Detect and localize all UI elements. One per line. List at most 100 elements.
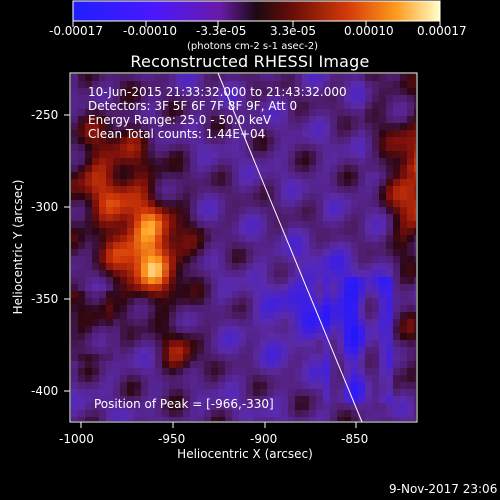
heatmap-pixel xyxy=(232,158,239,165)
heatmap-pixel xyxy=(302,340,309,347)
heatmap-pixel xyxy=(274,207,281,214)
heatmap-pixel xyxy=(246,417,253,421)
heatmap-pixel xyxy=(232,312,239,319)
heatmap-pixel xyxy=(379,305,386,312)
heatmap-pixel xyxy=(239,81,246,88)
heatmap-pixel xyxy=(302,298,309,305)
heatmap-pixel xyxy=(92,389,99,396)
heatmap-pixel xyxy=(134,291,141,298)
heatmap-pixel xyxy=(190,305,197,312)
heatmap-pixel xyxy=(302,354,309,361)
heatmap-pixel xyxy=(162,123,169,130)
colorbar-ticks xyxy=(72,21,441,27)
heatmap-pixel xyxy=(407,235,414,242)
heatmap-pixel xyxy=(183,151,190,158)
heatmap-pixel xyxy=(337,179,344,186)
heatmap-pixel xyxy=(78,186,85,193)
heatmap-pixel xyxy=(246,144,253,151)
heatmap-pixel xyxy=(281,291,288,298)
heatmap-pixel xyxy=(302,305,309,312)
heatmap-pixel xyxy=(127,214,134,221)
heatmap-pixel xyxy=(239,235,246,242)
heatmap-pixel xyxy=(372,312,379,319)
heatmap-pixel xyxy=(169,81,176,88)
heatmap-pixel xyxy=(288,144,295,151)
heatmap-pixel xyxy=(183,361,190,368)
heatmap-pixel xyxy=(274,277,281,284)
heatmap-pixel xyxy=(344,319,351,326)
heatmap-pixel xyxy=(190,340,197,347)
heatmap-pixel xyxy=(218,291,225,298)
heatmap-pixel xyxy=(407,340,414,347)
heatmap-pixel xyxy=(295,347,302,354)
heatmap-pixel xyxy=(358,256,365,263)
heatmap-pixel xyxy=(358,340,365,347)
heatmap-pixel xyxy=(274,102,281,109)
heatmap-pixel xyxy=(85,375,92,382)
heatmap-pixel xyxy=(393,214,400,221)
heatmap-pixel xyxy=(323,151,330,158)
heatmap-pixel xyxy=(253,102,260,109)
heatmap-pixel xyxy=(141,312,148,319)
heatmap-pixel xyxy=(316,179,323,186)
heatmap-pixel xyxy=(274,228,281,235)
heatmap-pixel xyxy=(99,207,106,214)
heatmap-pixel xyxy=(127,298,134,305)
heatmap-pixel xyxy=(134,326,141,333)
heatmap-pixel xyxy=(372,277,379,284)
heatmap-pixel xyxy=(162,249,169,256)
heatmap-pixel xyxy=(330,193,337,200)
heatmap-pixel xyxy=(211,291,218,298)
heatmap-pixel xyxy=(309,375,316,382)
heatmap-pixel xyxy=(337,340,344,347)
heatmap-pixel xyxy=(134,354,141,361)
heatmap-pixel xyxy=(225,298,232,305)
heatmap-pixel xyxy=(309,137,316,144)
heatmap-pixel xyxy=(141,417,148,421)
heatmap-pixel xyxy=(218,305,225,312)
heatmap-pixel xyxy=(71,382,78,389)
heatmap-pixel xyxy=(358,361,365,368)
heatmap-pixel xyxy=(344,221,351,228)
heatmap-pixel xyxy=(351,375,358,382)
heatmap-pixel xyxy=(106,263,113,270)
heatmap-pixel xyxy=(71,158,78,165)
heatmap-pixel xyxy=(218,228,225,235)
heatmap-pixel xyxy=(274,242,281,249)
heatmap-pixel xyxy=(414,165,416,172)
heatmap-pixel xyxy=(302,312,309,319)
x-axis-label: Heliocentric X (arcsec) xyxy=(177,447,313,461)
heatmap-pixel xyxy=(176,88,183,95)
heatmap-pixel xyxy=(197,403,204,410)
heatmap-pixel xyxy=(288,396,295,403)
heatmap-pixel xyxy=(330,109,337,116)
heatmap-pixel xyxy=(281,74,288,81)
heatmap-pixel xyxy=(274,179,281,186)
heatmap-pixel xyxy=(295,123,302,130)
heatmap-pixel xyxy=(190,410,197,417)
heatmap-pixel xyxy=(148,228,155,235)
heatmap-pixel xyxy=(169,207,176,214)
heatmap-pixel xyxy=(302,172,309,179)
heatmap-pixel xyxy=(162,298,169,305)
heatmap-pixel xyxy=(169,263,176,270)
heatmap-pixel xyxy=(190,249,197,256)
heatmap-pixel xyxy=(106,312,113,319)
x-tick-label-1: -1000 xyxy=(59,432,94,446)
heatmap-pixel xyxy=(85,298,92,305)
heatmap-pixel xyxy=(344,410,351,417)
heatmap-pixel xyxy=(288,361,295,368)
footer-timestamp: 9-Nov-2017 23:06 xyxy=(389,482,497,496)
heatmap-pixel xyxy=(169,284,176,291)
heatmap-pixel xyxy=(309,81,316,88)
heatmap-pixel xyxy=(253,305,260,312)
heatmap-pixel xyxy=(204,88,211,95)
heatmap-pixel xyxy=(176,382,183,389)
heatmap-pixel xyxy=(71,228,78,235)
heatmap-pixel xyxy=(344,228,351,235)
heatmap-pixel xyxy=(134,417,141,421)
heatmap-pixel xyxy=(211,88,218,95)
heatmap-pixel xyxy=(316,214,323,221)
heatmap-pixel xyxy=(365,207,372,214)
heatmap-pixel xyxy=(281,109,288,116)
